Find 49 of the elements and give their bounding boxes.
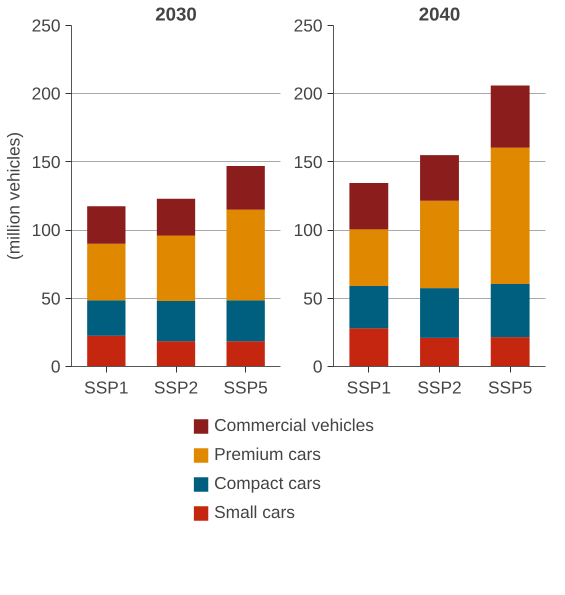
bar bbox=[226, 341, 265, 366]
y-tick-label: 150 bbox=[294, 152, 323, 172]
bar bbox=[490, 86, 530, 148]
bar bbox=[156, 301, 196, 342]
y-tick-label: 100 bbox=[294, 220, 323, 240]
bar bbox=[87, 336, 126, 366]
legend-label: Premium cars bbox=[214, 444, 321, 465]
bar bbox=[87, 244, 126, 300]
bar bbox=[226, 300, 265, 342]
bar bbox=[349, 328, 388, 366]
y-tick-label: 0 bbox=[312, 356, 323, 376]
y-tick-label: 100 bbox=[32, 220, 61, 240]
bar bbox=[490, 148, 530, 284]
bar bbox=[490, 337, 530, 366]
bar bbox=[349, 286, 388, 328]
bar bbox=[87, 206, 126, 244]
y-tick-label: 50 bbox=[303, 288, 323, 308]
chart-title: 2040 bbox=[418, 4, 460, 24]
bar bbox=[349, 229, 388, 286]
y-tick-label: 200 bbox=[294, 84, 323, 104]
bar bbox=[420, 288, 459, 338]
x-tick-label: SSP5 bbox=[488, 378, 532, 398]
y-tick-label: 250 bbox=[32, 16, 61, 36]
bar bbox=[420, 338, 459, 366]
bar bbox=[87, 300, 126, 336]
bar bbox=[490, 284, 530, 338]
bar bbox=[349, 183, 388, 230]
bar bbox=[156, 341, 196, 366]
legend-label: Small cars bbox=[214, 502, 295, 523]
bar bbox=[156, 236, 196, 302]
y-tick-label: 0 bbox=[50, 356, 61, 376]
y-tick-label: 250 bbox=[294, 16, 323, 36]
y-tick-label: 200 bbox=[32, 84, 61, 104]
x-tick-label: SSP1 bbox=[84, 378, 128, 398]
x-tick-label: SSP2 bbox=[417, 378, 462, 398]
x-tick-label: SSP5 bbox=[224, 378, 268, 398]
x-tick-label: SSP2 bbox=[154, 378, 198, 398]
bar bbox=[226, 166, 265, 210]
legend-label: Commercial vehicles bbox=[214, 415, 374, 436]
x-tick-label: SSP1 bbox=[346, 378, 391, 398]
bar bbox=[420, 200, 459, 288]
bar bbox=[226, 210, 265, 300]
y-tick-label: 150 bbox=[32, 152, 61, 172]
chart-title: 2030 bbox=[155, 4, 197, 24]
y-axis-title: (million vehicles) bbox=[4, 132, 24, 260]
bar bbox=[156, 198, 196, 236]
bar bbox=[420, 155, 459, 201]
legend-label: Compact cars bbox=[214, 473, 321, 494]
y-tick-label: 50 bbox=[41, 288, 61, 308]
